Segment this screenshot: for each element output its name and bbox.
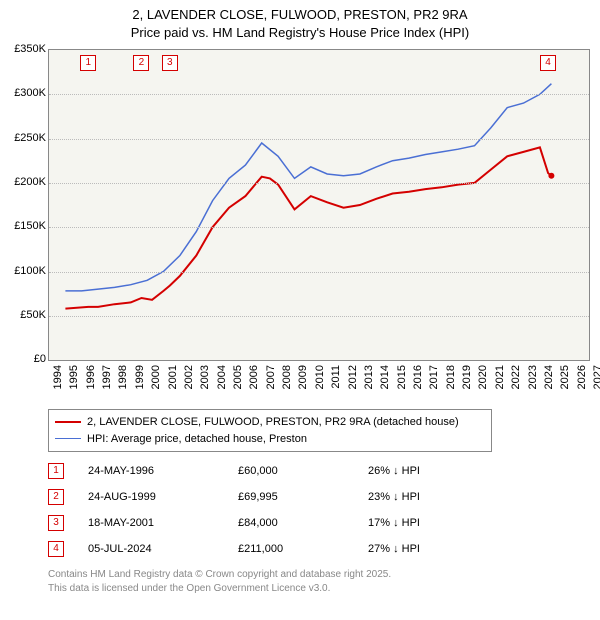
y-tick-label: £150K	[0, 220, 46, 232]
sales-table: 1 24-MAY-1996£60,00026% ↓ HPI 2 24-AUG-1999…	[48, 458, 430, 562]
x-tick-label: 2012	[347, 365, 359, 389]
title-line-2: Price paid vs. HM Land Registry's House …	[4, 24, 596, 42]
sale-marker: 2	[133, 55, 149, 71]
x-tick-label: 1996	[85, 365, 97, 389]
x-tick-label: 2004	[216, 365, 228, 389]
x-tick-label: 2018	[445, 365, 457, 389]
sale-delta: 17% ↓ HPI	[368, 510, 430, 536]
sale-marker: 1	[48, 463, 64, 479]
sale-marker: 3	[162, 55, 178, 71]
table-row: 1 24-MAY-1996£60,00026% ↓ HPI	[48, 458, 430, 484]
legend-label: HPI: Average price, detached house, Pres…	[87, 431, 307, 448]
x-tick-label: 2014	[379, 365, 391, 389]
gridline	[49, 183, 589, 184]
x-tick-label: 2006	[248, 365, 260, 389]
y-tick-label: £100K	[0, 265, 46, 277]
x-tick-label: 2019	[461, 365, 473, 389]
series-svg	[49, 50, 589, 360]
sale-marker: 4	[540, 55, 556, 71]
sale-marker: 4	[48, 541, 64, 557]
x-tick-label: 1995	[68, 365, 80, 389]
x-tick-label: 2020	[477, 365, 489, 389]
y-tick-label: £0	[0, 353, 46, 365]
sale-price: £69,995	[238, 484, 368, 510]
x-tick-label: 2011	[330, 365, 342, 389]
x-tick-label: 2027	[592, 365, 600, 389]
title-block: 2, LAVENDER CLOSE, FULWOOD, PRESTON, PR2…	[0, 0, 600, 43]
legend-label: 2, LAVENDER CLOSE, FULWOOD, PRESTON, PR2…	[87, 414, 459, 431]
x-tick-label: 2026	[576, 365, 588, 389]
x-tick-label: 1994	[52, 365, 64, 389]
x-tick-label: 2003	[199, 365, 211, 389]
series-end-dot	[548, 173, 554, 179]
gridline	[49, 272, 589, 273]
legend-swatch	[55, 438, 81, 439]
chart-area: £0 £50K £100K £150K £200K £250K £300K £350K 1994…	[0, 43, 600, 403]
sale-delta: 23% ↓ HPI	[368, 484, 430, 510]
x-tick-label: 2025	[559, 365, 571, 389]
legend-item: 2, LAVENDER CLOSE, FULWOOD, PRESTON, PR2…	[55, 414, 485, 431]
x-tick-label: 1997	[101, 365, 113, 389]
gridline	[49, 94, 589, 95]
legend-item: HPI: Average price, detached house, Pres…	[55, 431, 485, 448]
x-tick-label: 2010	[314, 365, 326, 389]
footer-line-1: Contains HM Land Registry data © Crown c…	[48, 568, 600, 582]
table-row: 4 05-JUL-2024£211,00027% ↓ HPI	[48, 536, 430, 562]
x-tick-label: 1998	[117, 365, 129, 389]
sale-date: 24-MAY-1996	[88, 458, 238, 484]
x-tick-label: 2022	[510, 365, 522, 389]
legend-swatch	[55, 421, 81, 423]
sale-price: £84,000	[238, 510, 368, 536]
y-tick-label: £350K	[0, 43, 46, 55]
y-tick-label: £250K	[0, 132, 46, 144]
sale-price: £211,000	[238, 536, 368, 562]
sale-date: 05-JUL-2024	[88, 536, 238, 562]
table-row: 3 18-MAY-2001£84,00017% ↓ HPI	[48, 510, 430, 536]
footer-attribution: Contains HM Land Registry data © Crown c…	[48, 568, 600, 596]
y-tick-label: £300K	[0, 87, 46, 99]
table-row: 2 24-AUG-1999£69,99523% ↓ HPI	[48, 484, 430, 510]
sale-price: £60,000	[238, 458, 368, 484]
x-tick-label: 2016	[412, 365, 424, 389]
gridline	[49, 316, 589, 317]
x-tick-label: 2021	[494, 365, 506, 389]
sale-marker: 2	[48, 489, 64, 505]
gridline	[49, 227, 589, 228]
sale-delta: 26% ↓ HPI	[368, 458, 430, 484]
x-tick-label: 2001	[167, 365, 179, 389]
title-line-1: 2, LAVENDER CLOSE, FULWOOD, PRESTON, PR2…	[4, 6, 596, 24]
x-tick-label: 2015	[396, 365, 408, 389]
x-tick-label: 2005	[232, 365, 244, 389]
gridline	[49, 139, 589, 140]
sale-date: 24-AUG-1999	[88, 484, 238, 510]
x-tick-label: 2002	[183, 365, 195, 389]
plot-area	[48, 49, 590, 361]
sale-date: 18-MAY-2001	[88, 510, 238, 536]
x-tick-label: 2007	[265, 365, 277, 389]
x-tick-label: 2024	[543, 365, 555, 389]
x-tick-label: 1999	[134, 365, 146, 389]
x-tick-label: 2009	[297, 365, 309, 389]
x-tick-label: 2013	[363, 365, 375, 389]
chart-container: 2, LAVENDER CLOSE, FULWOOD, PRESTON, PR2…	[0, 0, 600, 596]
legend: 2, LAVENDER CLOSE, FULWOOD, PRESTON, PR2…	[48, 409, 492, 452]
series-line	[65, 84, 551, 291]
sale-marker: 3	[48, 515, 64, 531]
footer-line-2: This data is licensed under the Open Gov…	[48, 582, 600, 596]
sale-marker: 1	[80, 55, 96, 71]
sale-delta: 27% ↓ HPI	[368, 536, 430, 562]
x-tick-label: 2017	[428, 365, 440, 389]
x-tick-label: 2023	[527, 365, 539, 389]
x-tick-label: 2000	[150, 365, 162, 389]
y-tick-label: £50K	[0, 309, 46, 321]
x-tick-label: 2008	[281, 365, 293, 389]
y-tick-label: £200K	[0, 176, 46, 188]
